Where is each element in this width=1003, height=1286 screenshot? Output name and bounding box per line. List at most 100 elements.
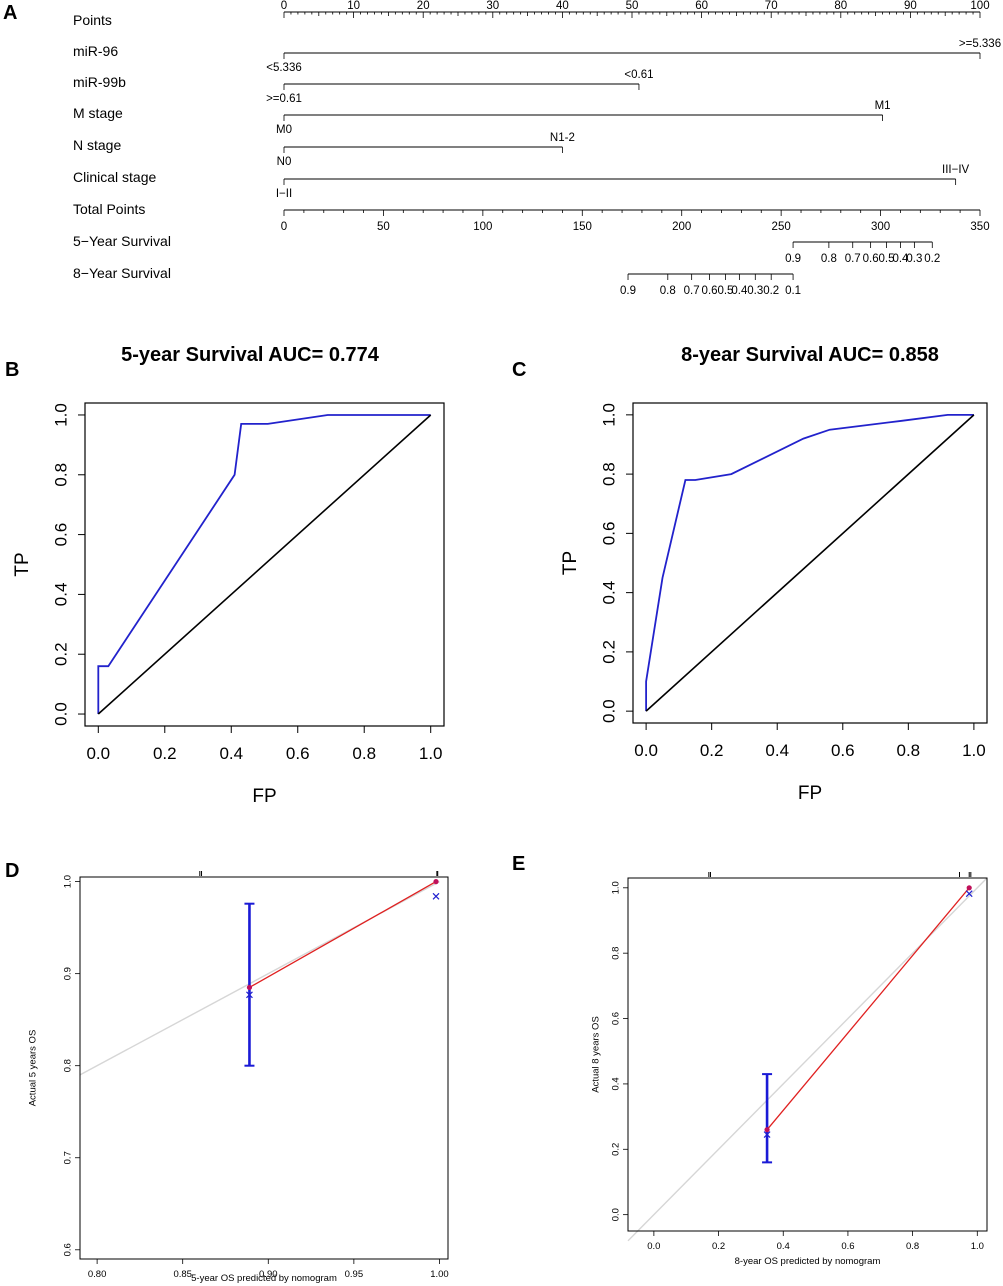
y-axis-label: Actual 8 years OS	[591, 1016, 602, 1093]
ideal-line	[627, 877, 988, 1242]
plot-frame	[632, 402, 988, 724]
roc-5-year-chart: 5-year Survival AUC= 0.774 0.0 0.2 0.4 0.6 0.…	[12, 344, 445, 807]
survival-tick-label: 0.6	[702, 285, 718, 297]
points-tick-label: 80	[834, 0, 847, 12]
calibration-curve	[766, 887, 970, 1131]
total-points-tick-label: 150	[573, 221, 592, 233]
survival-tick-label: 0.1	[785, 285, 801, 297]
points-tick-label: 70	[765, 0, 778, 12]
chart-title: 8-year Survival AUC= 0.858	[681, 344, 939, 366]
y-tick-label: 0.9	[63, 967, 74, 980]
reference-diagonal	[97, 414, 432, 715]
panel-label-c: C	[512, 359, 526, 381]
y-tick-label: 0.6	[599, 522, 618, 546]
points-label: Points	[73, 12, 112, 28]
survival-tick-label: 0.2	[763, 285, 779, 297]
calibration-point	[764, 1127, 770, 1133]
points-tick-label: 0	[281, 0, 287, 12]
points-tick-label: 40	[556, 0, 569, 12]
x-tick-label: 0.2	[700, 741, 724, 760]
x-tick-label: 0.2	[153, 744, 177, 763]
corrected-point	[763, 1131, 771, 1139]
x-tick-label: 1.0	[971, 1241, 984, 1252]
roc-curve	[97, 414, 431, 714]
survival-tick-label: 0.2	[924, 253, 940, 265]
survival-tick-label: 0.7	[684, 285, 700, 297]
survival-tick-label: 0.8	[821, 253, 837, 265]
calibration-8-year-chart: 0.0 0.2 0.4 0.6 0.8 1.0 0.0 0.2 0.4 0.6 0.8 1.0 8-ye…	[591, 872, 988, 1267]
variable-level-label: <0.61	[624, 69, 653, 81]
x-tick-label: 0.6	[286, 744, 310, 763]
survival-tick-label: 0.3	[747, 285, 763, 297]
x-axis-label: 5-year OS predicted by nomogram	[191, 1273, 337, 1284]
x-tick-label: 0.6	[831, 741, 855, 760]
calibration-point	[433, 879, 439, 885]
survival-tick-label: 0.5	[717, 285, 733, 297]
x-tick-label: 0.4	[777, 1241, 790, 1252]
y-axis-label: TP	[12, 552, 33, 576]
variable-level-label: N1-2	[550, 132, 575, 144]
y-tick-label: 0.8	[63, 1059, 74, 1072]
x-tick-label: 0.0	[634, 741, 658, 760]
calibration-point	[246, 984, 253, 991]
plot-frame	[79, 876, 449, 1260]
variable-level-label: M1	[875, 100, 891, 112]
y-tick-label: 0.2	[599, 640, 618, 664]
survival-tick-label: 0.4	[892, 253, 909, 265]
variable-level-label: >=0.61	[266, 93, 302, 105]
variable-level-label: I−II	[276, 188, 292, 200]
total-points-tick-label: 100	[473, 221, 492, 233]
survival-tick-label: 0.7	[845, 253, 861, 265]
corrected-point	[432, 892, 440, 900]
x-tick-label: 1.0	[962, 741, 986, 760]
x-tick-label: 1.0	[419, 744, 443, 763]
survival-scale-label: 8−Year Survival	[73, 265, 171, 281]
total-points-tick-label: 0	[281, 221, 287, 233]
x-tick-label: 1.00	[430, 1269, 449, 1280]
y-tick-label: 1.0	[51, 403, 70, 427]
survival-tick-label: 0.6	[863, 253, 879, 265]
y-tick-label: 0.8	[51, 463, 70, 487]
y-tick-label: 0.4	[599, 581, 618, 605]
variable-level-label: N0	[277, 156, 292, 168]
x-tick-label: 0.85	[173, 1269, 192, 1280]
panel-label-e: E	[512, 853, 525, 875]
x-tick-label: 0.90	[259, 1269, 278, 1280]
variable-label: M stage	[73, 105, 123, 121]
total-points-tick-label: 250	[772, 221, 791, 233]
y-tick-label: 0.8	[611, 947, 622, 960]
reference-diagonal	[645, 414, 975, 712]
y-tick-label: 0.2	[51, 642, 70, 666]
x-tick-label: 0.8	[352, 744, 376, 763]
y-tick-label: 0.0	[611, 1208, 622, 1221]
total-points-tick-label: 350	[970, 221, 989, 233]
x-axis-label: FP	[252, 786, 276, 807]
y-tick-label: 0.6	[63, 1243, 74, 1256]
variable-level-label: <5.336	[266, 62, 302, 74]
survival-tick-label: 0.5	[879, 253, 895, 265]
calibration-5-year-chart: 0.80 0.85 0.90 0.95 1.00 0.6 0.7 0.8 0.9 1.0 5-yea…	[28, 871, 449, 1284]
survival-tick-label: 0.9	[785, 253, 801, 265]
y-tick-label: 1.0	[599, 403, 618, 427]
plot-frame	[627, 877, 988, 1232]
points-tick-label: 50	[626, 0, 639, 12]
panel-label-b: B	[5, 359, 19, 381]
roc-8-year-chart: 8-year Survival AUC= 0.858 0.0 0.2 0.4 0.6 0.…	[560, 344, 988, 804]
total-points-label: Total Points	[73, 201, 145, 217]
y-tick-label: 1.0	[63, 875, 74, 888]
survival-scale-label: 5−Year Survival	[73, 233, 171, 249]
survival-tick-label: 0.4	[731, 285, 748, 297]
x-tick-label: 0.6	[841, 1241, 854, 1252]
y-tick-label: 0.0	[599, 699, 618, 723]
corrected-point	[246, 991, 253, 999]
points-tick-label: 10	[347, 0, 360, 12]
x-axis-label: 8-year OS predicted by nomogram	[735, 1256, 881, 1267]
total-points-tick-label: 200	[672, 221, 691, 233]
calibration-curve	[249, 881, 437, 989]
chart-title: 5-year Survival AUC= 0.774	[121, 344, 380, 366]
points-tick-label: 30	[486, 0, 499, 12]
total-points-tick-label: 300	[871, 221, 890, 233]
panel-label-d: D	[5, 860, 19, 882]
x-tick-label: 0.95	[345, 1269, 364, 1280]
